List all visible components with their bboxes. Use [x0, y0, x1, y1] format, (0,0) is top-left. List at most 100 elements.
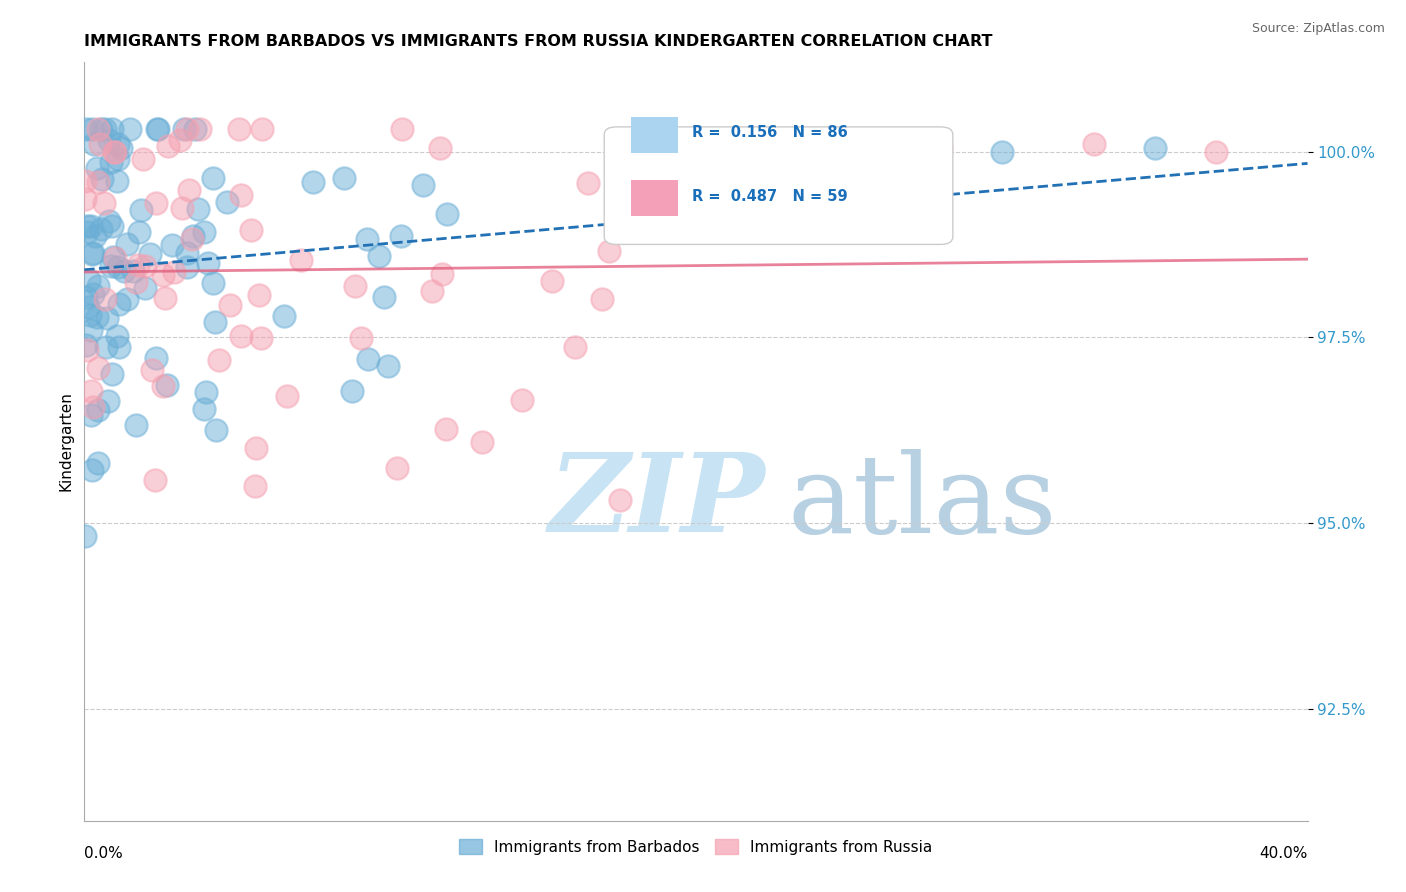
Text: 40.0%: 40.0%: [1260, 846, 1308, 861]
Point: [115, 236, 138, 251]
Point: [430, 268, 453, 282]
Point: [204, 315, 226, 329]
Point: [104, 145, 127, 159]
Point: [105, 174, 128, 188]
Point: [79, 219, 101, 233]
Point: [100, 219, 122, 233]
Point: [141, 363, 163, 377]
Point: [87, 175, 110, 189]
Point: [134, 280, 156, 294]
Point: [146, 122, 169, 136]
Point: [146, 122, 169, 136]
Point: [193, 402, 215, 417]
Point: [127, 258, 149, 272]
Point: [302, 175, 325, 189]
Point: [391, 122, 413, 136]
Point: [193, 225, 215, 239]
Point: [115, 292, 138, 306]
Point: [245, 442, 267, 456]
Point: [510, 392, 533, 407]
Point: [219, 298, 242, 312]
Point: [96, 311, 118, 326]
Y-axis label: Kindergarten: Kindergarten: [58, 392, 73, 491]
Point: [76, 219, 98, 233]
Point: [87, 122, 110, 136]
Point: [176, 122, 198, 136]
Point: [290, 253, 312, 268]
FancyBboxPatch shape: [631, 180, 678, 217]
Text: atlas: atlas: [787, 449, 1057, 556]
Point: [240, 223, 263, 237]
Point: [105, 329, 128, 343]
Point: [80, 409, 103, 423]
Point: [229, 328, 252, 343]
Point: [90, 222, 112, 236]
Point: [201, 276, 224, 290]
Point: [82, 401, 104, 415]
Point: [591, 292, 613, 306]
Point: [153, 291, 176, 305]
Point: [75, 174, 97, 188]
Point: [228, 122, 250, 136]
Point: [332, 171, 354, 186]
Point: [170, 201, 193, 215]
Point: [208, 352, 231, 367]
Point: [156, 377, 179, 392]
Point: [128, 225, 150, 239]
Point: [89, 137, 111, 152]
Point: [82, 246, 104, 260]
Point: [84, 229, 107, 244]
Point: [350, 331, 373, 345]
Point: [609, 492, 631, 507]
Point: [107, 260, 129, 274]
Point: [80, 122, 103, 136]
Point: [163, 265, 186, 279]
Point: [75, 290, 97, 304]
Point: [93, 196, 115, 211]
Point: [169, 133, 191, 147]
Point: [79, 309, 101, 323]
Point: [356, 232, 378, 246]
Legend: Immigrants from Barbados, Immigrants from Russia: Immigrants from Barbados, Immigrants fro…: [460, 838, 932, 855]
Point: [187, 202, 209, 216]
Point: [436, 207, 458, 221]
Point: [340, 384, 363, 399]
Text: R =  0.156   N = 86: R = 0.156 N = 86: [692, 126, 848, 140]
Point: [86, 279, 108, 293]
Point: [357, 351, 380, 366]
Point: [229, 187, 252, 202]
Point: [250, 122, 273, 136]
Point: [143, 473, 166, 487]
Point: [108, 340, 131, 354]
Point: [429, 141, 451, 155]
Text: ZIP: ZIP: [550, 449, 766, 556]
Point: [243, 479, 266, 493]
Point: [152, 268, 174, 282]
Point: [188, 122, 211, 136]
Point: [80, 463, 103, 477]
Point: [100, 155, 122, 169]
Point: [110, 141, 132, 155]
Point: [107, 152, 129, 166]
Point: [389, 229, 412, 244]
Point: [183, 229, 205, 244]
Point: [118, 122, 141, 136]
Point: [103, 250, 125, 264]
Point: [100, 122, 122, 136]
Point: [173, 122, 195, 136]
Point: [77, 300, 100, 314]
Point: [412, 178, 434, 192]
Point: [180, 232, 202, 246]
Point: [152, 379, 174, 393]
Point: [471, 435, 494, 450]
Point: [145, 196, 167, 211]
Point: [420, 285, 443, 299]
Point: [75, 337, 97, 351]
Point: [125, 417, 148, 432]
Point: [156, 139, 179, 153]
Point: [100, 367, 122, 381]
Point: [134, 260, 156, 274]
Point: [103, 145, 125, 159]
Point: [76, 343, 98, 357]
Point: [377, 359, 399, 374]
